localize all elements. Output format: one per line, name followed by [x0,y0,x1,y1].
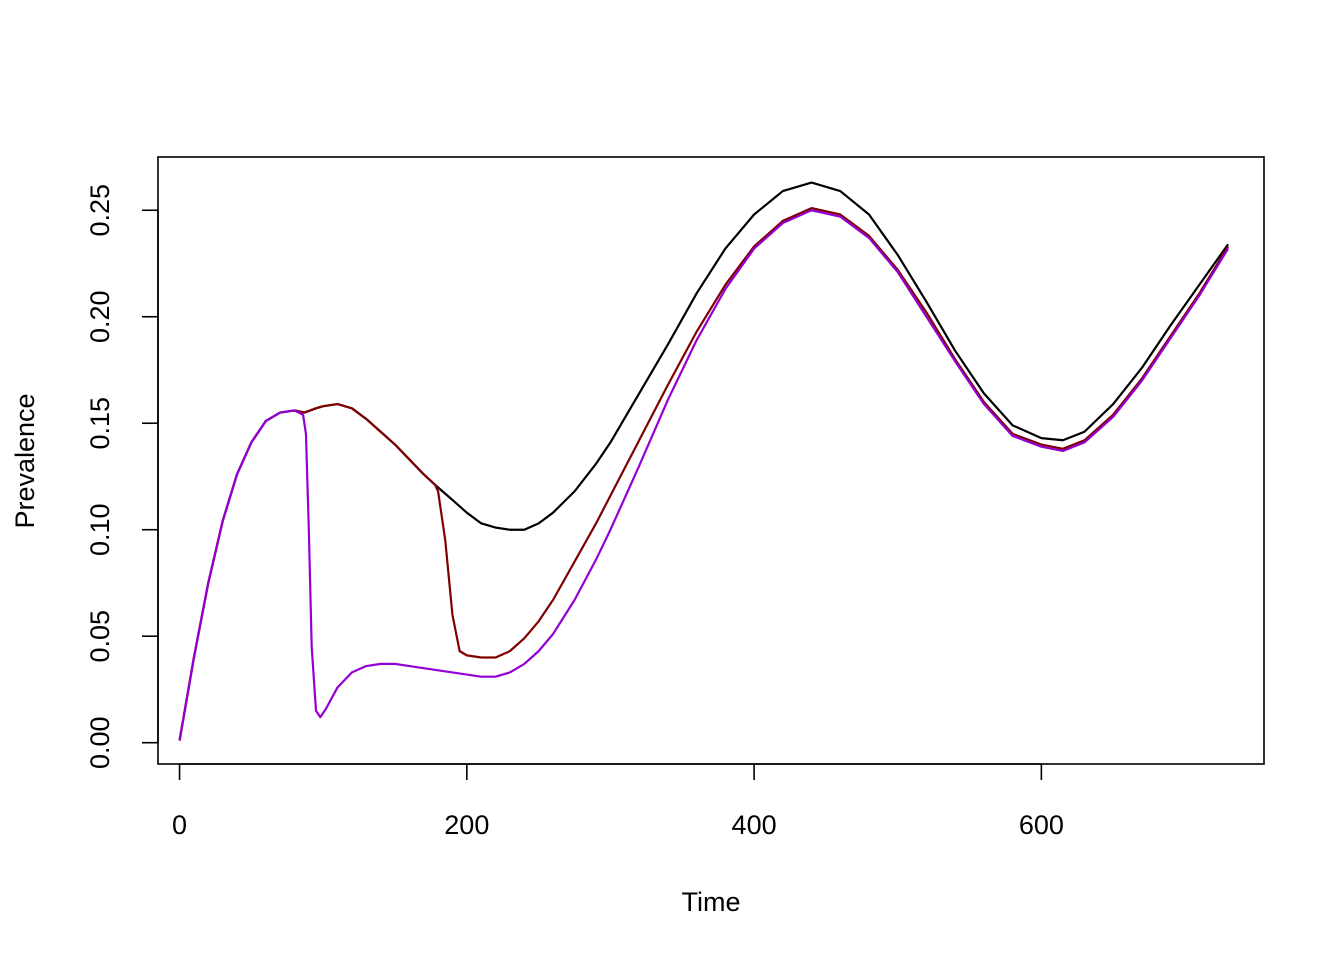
x-axis-label: Time [682,887,741,917]
x-axis: 0 200 400 600 [172,763,1064,840]
y-tick-label: 0.20 [85,290,115,343]
plot-frame [157,156,1265,765]
y-tick-label: 0.00 [85,716,115,769]
y-tick-label: 0.10 [85,503,115,556]
series-layer [178,181,1230,741]
y-tick-label: 0.05 [85,610,115,663]
x-tick-label: 0 [172,810,187,840]
series-line-3 [178,209,1230,741]
y-tick-label: 0.25 [85,184,115,237]
x-tick-label: 400 [732,810,777,840]
y-axis-label: Prevalence [10,393,40,528]
series-line-1 [178,181,1229,741]
x-tick-label: 600 [1019,810,1064,840]
x-tick-label: 200 [444,810,489,840]
y-axis: 0.00 0.05 0.10 0.15 0.20 0.25 [85,184,159,769]
series-line-2 [178,207,1230,741]
y-tick-label: 0.15 [85,397,115,450]
